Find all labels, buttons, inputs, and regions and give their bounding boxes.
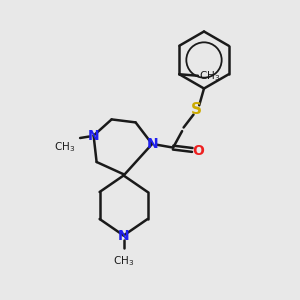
Text: N: N <box>146 137 158 151</box>
Text: CH$_3$: CH$_3$ <box>200 69 220 82</box>
Text: S: S <box>191 102 202 117</box>
Text: O: O <box>192 144 204 158</box>
Text: CH$_3$: CH$_3$ <box>113 254 134 268</box>
Text: N: N <box>118 229 129 242</box>
Text: CH$_3$: CH$_3$ <box>54 140 76 154</box>
Text: N: N <box>88 129 99 142</box>
